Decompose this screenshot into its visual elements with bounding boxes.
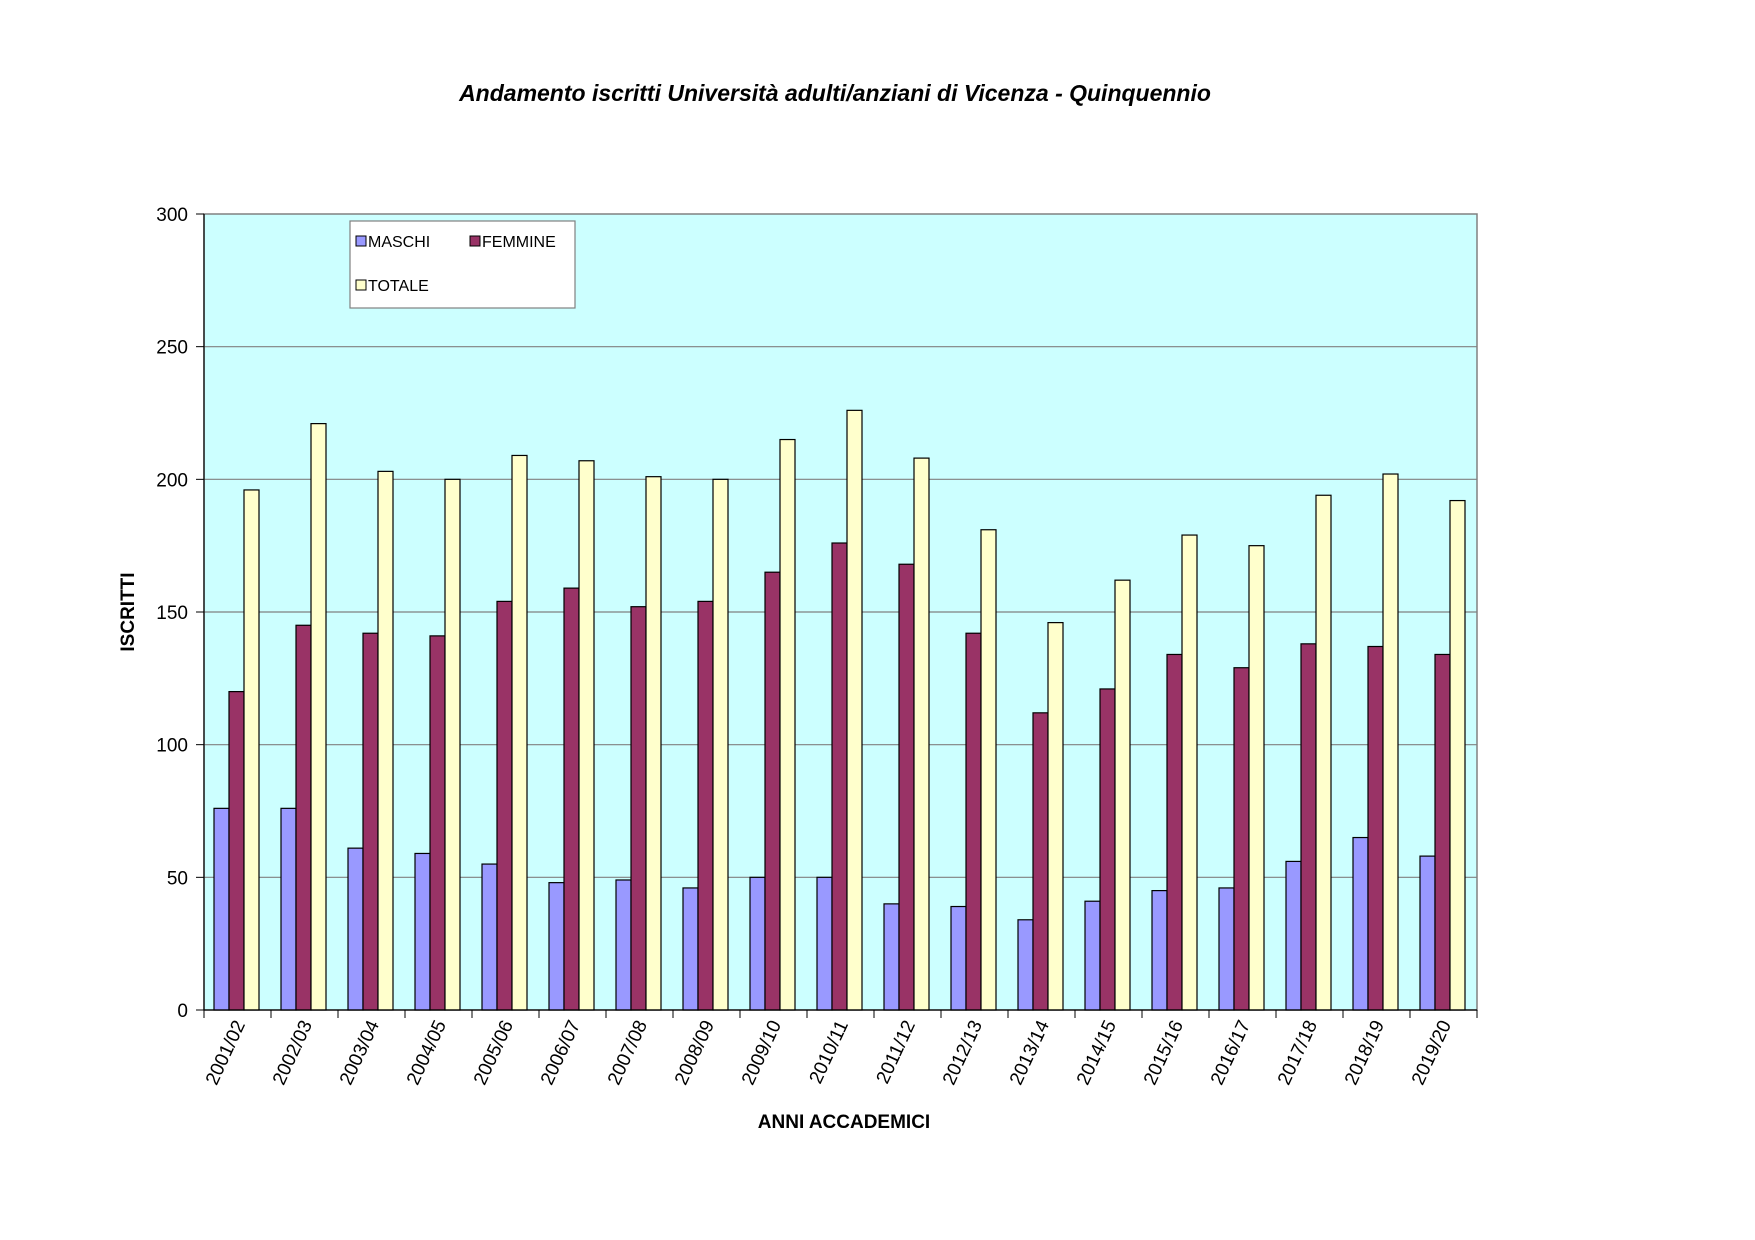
bar-maschi <box>1285 860 1302 1011</box>
bar-totale <box>980 529 997 1011</box>
y-tick-label: 150 <box>156 603 188 624</box>
bar-maschi <box>1084 900 1101 1011</box>
y-tick-label: 300 <box>156 205 188 226</box>
x-tick-label: 2018/19 <box>1341 1017 1389 1088</box>
bar-femmine <box>898 563 915 1011</box>
chart-title: Andamento iscritti Università adulti/anz… <box>459 80 1211 106</box>
bar-totale <box>1181 534 1198 1011</box>
y-tick-label: 0 <box>177 1001 188 1022</box>
bar-totale <box>1248 545 1265 1011</box>
x-tick-label: 2005/06 <box>470 1017 518 1088</box>
x-tick-label: 2014/15 <box>1073 1017 1121 1088</box>
bar-maschi <box>615 879 632 1011</box>
bar-totale <box>310 423 327 1011</box>
bar-maschi <box>1218 887 1235 1011</box>
legend-swatch-femmine <box>469 235 481 247</box>
bar-maschi <box>280 807 297 1011</box>
bar-femmine <box>362 632 379 1011</box>
x-tick-label: 2002/03 <box>269 1017 317 1088</box>
bar-femmine <box>965 632 982 1011</box>
legend-label-femmine: FEMMINE <box>482 234 556 251</box>
bar-maschi <box>883 903 900 1011</box>
bar-femmine <box>697 600 714 1011</box>
y-axis-title: ISCRITTI <box>118 572 139 651</box>
bar-femmine <box>831 542 848 1011</box>
bar-totale <box>712 478 729 1011</box>
bar-maschi <box>414 852 431 1011</box>
bar-maschi <box>481 863 498 1011</box>
bar-maschi <box>816 876 833 1011</box>
x-axis-title: ANNI ACCADEMICI <box>758 1112 930 1133</box>
x-tick-label: 2015/16 <box>1140 1017 1188 1088</box>
legend-swatch-totale <box>355 279 367 291</box>
bar-totale <box>1114 579 1131 1011</box>
bar-femmine <box>1233 667 1250 1011</box>
bar-maschi <box>213 807 230 1011</box>
x-tick-label: 2004/05 <box>403 1017 451 1088</box>
bar-totale <box>511 454 528 1011</box>
bar-femmine <box>295 624 312 1011</box>
x-tick-label: 2013/14 <box>1006 1017 1054 1089</box>
bar-totale <box>578 460 595 1011</box>
bar-maschi <box>1017 919 1034 1011</box>
bar-femmine <box>1434 653 1451 1011</box>
x-tick-label: 2001/02 <box>202 1017 250 1088</box>
legend-box <box>349 220 576 309</box>
legend-label-maschi: MASCHI <box>368 234 430 251</box>
x-axis-ticks: 2001/02 2002/03 2003/04 2004/05 2005/06 2006/… <box>202 1010 1478 1089</box>
bar-totale <box>444 478 461 1011</box>
x-tick-label: 2008/09 <box>671 1017 719 1088</box>
x-tick-label: 2003/04 <box>336 1017 384 1089</box>
bar-femmine <box>1099 688 1116 1011</box>
bar-maschi <box>950 905 967 1011</box>
y-tick-label: 200 <box>156 470 188 491</box>
bar-maschi <box>1419 855 1436 1011</box>
bar-femmine <box>1367 645 1384 1011</box>
bar-maschi <box>548 882 565 1011</box>
bar-totale <box>913 457 930 1011</box>
bar-femmine <box>630 606 647 1011</box>
bar-maschi <box>682 887 699 1011</box>
bar-femmine <box>1300 643 1317 1011</box>
bar-femmine <box>496 600 513 1011</box>
bar-totale <box>377 470 394 1011</box>
legend-swatch-maschi <box>355 235 367 247</box>
bar-femmine <box>429 635 446 1011</box>
x-tick-label: 2006/07 <box>537 1017 585 1088</box>
bar-maschi <box>1352 836 1369 1011</box>
y-axis-ticks: 0 50 100 150 200 250 300 <box>156 205 204 1022</box>
bar-totale <box>1449 499 1466 1011</box>
x-tick-label: 2019/20 <box>1408 1017 1456 1088</box>
legend-label-totale: TOTALE <box>368 278 429 295</box>
y-tick-label: 100 <box>156 736 188 757</box>
bar-totale <box>846 409 863 1011</box>
x-tick-label: 2016/17 <box>1207 1017 1255 1088</box>
bar-maschi <box>1151 889 1168 1011</box>
bars <box>213 409 1466 1011</box>
bar-maschi <box>749 876 766 1011</box>
x-tick-label: 2007/08 <box>604 1017 652 1088</box>
bar-totale <box>779 438 796 1011</box>
bar-totale <box>1382 473 1399 1011</box>
bar-totale <box>1315 494 1332 1011</box>
bar-femmine <box>1032 712 1049 1011</box>
bar-maschi <box>347 847 364 1011</box>
legend: MASCHI FEMMINE TOTALE <box>349 220 576 309</box>
bar-totale <box>1047 622 1064 1011</box>
x-tick-label: 2011/12 <box>873 1017 920 1087</box>
bar-femmine <box>1166 653 1183 1011</box>
bar-femmine <box>563 587 580 1011</box>
bar-femmine <box>228 690 245 1011</box>
x-tick-label: 2010/11 <box>806 1017 853 1087</box>
x-tick-label: 2012/13 <box>939 1017 987 1088</box>
y-tick-label: 250 <box>156 338 188 359</box>
bar-femmine <box>764 571 781 1011</box>
x-tick-label: 2009/10 <box>738 1017 786 1088</box>
bar-totale <box>243 489 260 1011</box>
y-tick-label: 50 <box>167 868 188 889</box>
x-tick-label: 2017/18 <box>1274 1017 1322 1088</box>
bar-totale <box>645 476 662 1011</box>
